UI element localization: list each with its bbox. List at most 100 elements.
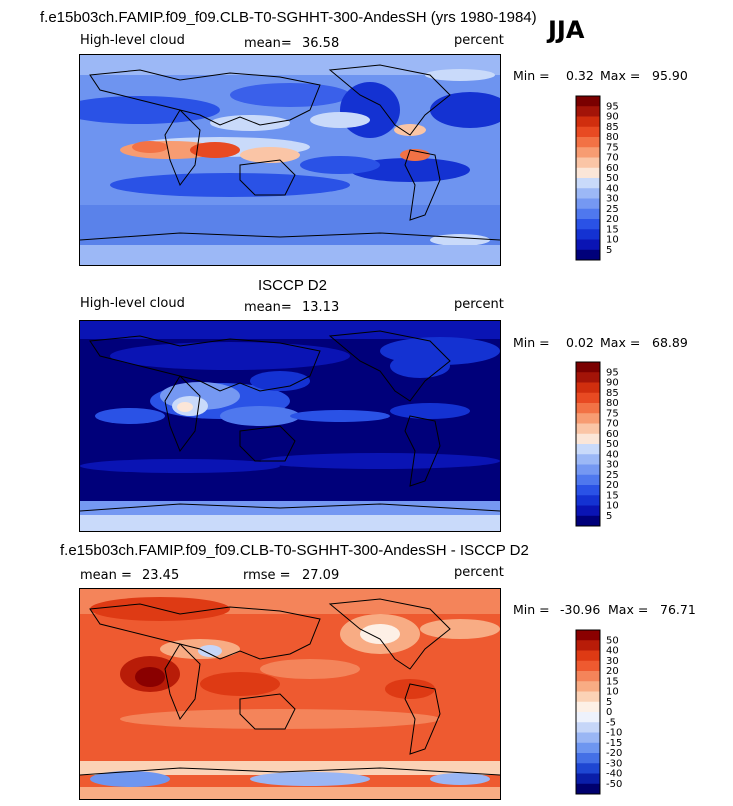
panel3-max-label: Max = (608, 602, 649, 617)
panel2-variable-label: High-level cloud (80, 296, 185, 311)
colorbar-tick-label: -50 (606, 779, 622, 790)
colorbar-swatch (576, 485, 600, 496)
panel1-colorbar: 95 90 85 80 75 70 60 50 40 30 25 20 15 10 5 (575, 95, 646, 262)
colorbar-tick-label: 70 (606, 153, 619, 164)
colorbar-tick-label: 30 (606, 656, 619, 667)
colorbar-tick-label: -10 (606, 728, 622, 739)
colorbar-tick-label: 10 (606, 687, 619, 698)
panel1-map (79, 54, 501, 266)
colorbar-swatch (576, 96, 600, 107)
panel2-max-label: Max = (600, 335, 641, 350)
colorbar-swatch (576, 249, 600, 261)
colorbar-tick-label: 40 (606, 646, 619, 657)
colorbar-tick-label: 80 (606, 132, 619, 143)
colorbar-swatch (576, 464, 600, 476)
panel3-title: f.e15b03ch.FAMIP.f09_f09.CLB-T0-SGHHT-30… (60, 542, 529, 559)
colorbar-swatch (576, 188, 600, 199)
colorbar-tick-label: 40 (606, 183, 619, 194)
colorbar-frame (575, 95, 601, 261)
panel1-max-label: Max = (600, 68, 641, 83)
colorbar-tick-label: 10 (606, 501, 619, 512)
colorbar-tick-label: -5 (606, 717, 616, 728)
colorbar-tick-label: 20 (606, 666, 619, 677)
panel3-map-canvas (80, 589, 500, 799)
colorbar-tick-label: 50 (606, 635, 619, 646)
panel2-min-value: 0.02 (566, 335, 594, 350)
colorbar-tick-label: 60 (606, 163, 619, 174)
colorbar-swatch (576, 167, 600, 179)
panel3-units: percent (454, 565, 504, 580)
panel2-title: ISCCP D2 (258, 277, 327, 294)
panel1-map-canvas (80, 55, 500, 265)
colorbar-tick-label: 95 (606, 367, 619, 378)
season-label: JJA (548, 16, 585, 44)
colorbar-tick-label: 15 (606, 676, 619, 687)
colorbar-tick-label: 85 (606, 122, 619, 133)
colorbar-frame (575, 361, 601, 527)
colorbar-tick-label: 50 (606, 173, 619, 184)
colorbar-swatch (576, 116, 600, 128)
colorbar-tick-label: 20 (606, 214, 619, 225)
panel1-variable-label: High-level cloud (80, 33, 185, 48)
colorbar-swatch (576, 753, 600, 764)
colorbar-swatch (576, 423, 600, 435)
colorbar-tick-label: 70 (606, 419, 619, 430)
colorbar-swatch (576, 763, 600, 774)
panel3-map (79, 588, 501, 800)
colorbar-swatch (576, 783, 600, 795)
panel2-mean-value: 13.13 (302, 300, 340, 315)
colorbar-swatch (576, 701, 600, 713)
panel2-map-canvas (80, 321, 500, 531)
colorbar-tick-label: 5 (606, 697, 612, 708)
colorbar-tick-label: 15 (606, 490, 619, 501)
colorbar-tick-label: 0 (606, 707, 612, 718)
colorbar-tick-label: 30 (606, 194, 619, 205)
colorbar-tick-label: -40 (606, 769, 622, 780)
panel3-rmse-value: 27.09 (302, 568, 340, 583)
panel1-mean-value: 36.58 (302, 36, 340, 51)
panel3-mean-value: 23.45 (142, 568, 180, 583)
panel1-mean-label: mean= (244, 36, 292, 51)
panel2-units: percent (454, 297, 504, 312)
panel1-title: f.e15b03ch.FAMIP.f09_f09.CLB-T0-SGHHT-30… (40, 9, 537, 26)
panel3-max-value: 76.71 (660, 602, 696, 617)
colorbar-tick-label: 25 (606, 470, 619, 481)
colorbar-swatch (576, 208, 600, 220)
colorbar-swatch (576, 773, 600, 785)
colorbar-swatch (576, 219, 600, 230)
colorbar-tick-label: 5 (606, 511, 612, 522)
colorbar-frame (575, 629, 601, 795)
colorbar-swatch (576, 444, 600, 455)
panel2-max-value: 68.89 (652, 335, 688, 350)
colorbar-swatch (576, 630, 600, 641)
colorbar-swatch (576, 147, 600, 158)
panel3-min-value: -30.96 (560, 602, 601, 617)
colorbar-swatch (576, 742, 600, 754)
colorbar-tick-label: 25 (606, 204, 619, 215)
colorbar-tick-label: 30 (606, 460, 619, 471)
colorbar-tick-label: 10 (606, 235, 619, 246)
colorbar-tick-label: 90 (606, 378, 619, 389)
panel3-colorbar: 50 40 30 20 15 10 5 0 -5 -10 -15 -20 -30 -40 -50 (575, 629, 646, 796)
panel2-map (79, 320, 501, 532)
panel2-min-label: Min = (513, 335, 550, 350)
colorbar-swatch (576, 454, 600, 465)
colorbar-swatch (576, 106, 600, 117)
colorbar-swatch (576, 413, 600, 424)
colorbar-tick-label: -15 (606, 738, 622, 749)
colorbar-tick-label: 90 (606, 112, 619, 123)
colorbar-tick-label: 15 (606, 224, 619, 235)
panel1-min-value: 0.32 (566, 68, 594, 83)
colorbar-swatch (576, 691, 600, 703)
panel3-min-label: Min = (513, 602, 550, 617)
colorbar-tick-label: 40 (606, 449, 619, 460)
colorbar-swatch (576, 681, 600, 692)
colorbar-swatch (576, 671, 600, 682)
colorbar-swatch (576, 640, 600, 651)
panel2-colorbar: 95 90 85 80 75 70 60 50 40 30 25 20 15 10 5 (575, 361, 646, 528)
colorbar-tick-label: 85 (606, 388, 619, 399)
colorbar-swatch (576, 382, 600, 394)
colorbar-swatch (576, 650, 600, 662)
colorbar-tick-label: -30 (606, 758, 622, 769)
